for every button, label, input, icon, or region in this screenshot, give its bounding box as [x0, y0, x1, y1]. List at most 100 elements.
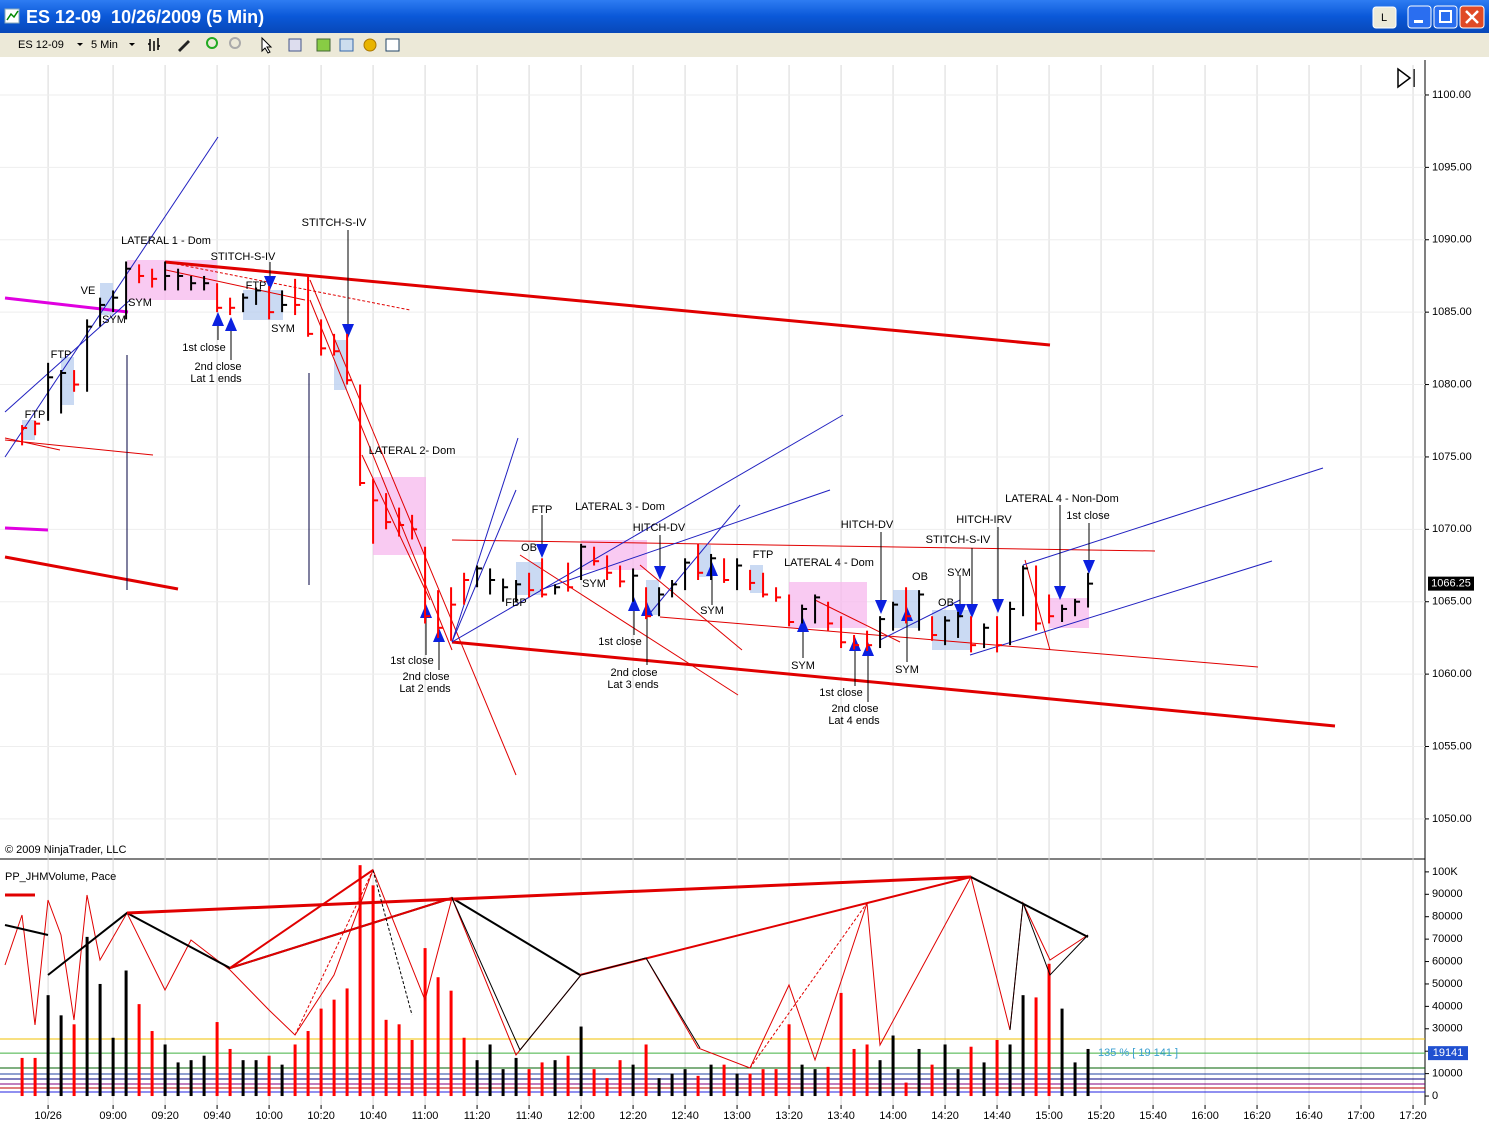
window-title: ES 12-09 10/26/2009 (5 Min)	[26, 7, 264, 27]
annotation: HITCH-DV	[633, 522, 686, 534]
pace-label: 135 % [ 19 141 ]	[1098, 1047, 1178, 1059]
annotation: STITCH-S-IV	[926, 534, 991, 546]
x-tick-label: 14:00	[879, 1110, 907, 1122]
maximize-button[interactable]	[1433, 5, 1458, 29]
last-price-label: 1066.25	[1431, 578, 1471, 590]
channel-line	[451, 437, 519, 643]
trend-line	[814, 599, 901, 643]
pattern-zone	[698, 545, 711, 577]
volume-bar	[761, 1069, 765, 1097]
pace-line	[294, 869, 374, 1036]
x-tick-label: 13:40	[827, 1110, 855, 1122]
pace-line	[372, 869, 413, 1016]
volume-bar	[631, 1064, 635, 1097]
channel-line	[451, 414, 844, 643]
trend-line	[659, 616, 1259, 668]
zoom-in-icon[interactable]	[206, 37, 218, 49]
annotation: STITCH-S-IV	[211, 251, 276, 263]
volume-bar	[657, 1078, 661, 1097]
bar-style-icon[interactable]	[148, 38, 160, 51]
trend-line	[4, 555, 179, 591]
x-tick-label: 10/26	[34, 1110, 62, 1122]
signal-arrow	[1083, 560, 1095, 574]
pace-line	[749, 902, 868, 1069]
y-tick-label: 1090.00	[1432, 234, 1472, 246]
toolbar-icons	[148, 36, 400, 54]
annotation: LATERAL 2- Dom	[369, 445, 456, 457]
annotation: Lat 4 ends	[828, 715, 880, 727]
draw-icon[interactable]	[178, 40, 190, 52]
annotation: SYM	[128, 297, 152, 309]
indicator-icon[interactable]	[339, 38, 354, 52]
x-tick-label: 15:20	[1087, 1110, 1115, 1122]
link-button[interactable]	[1372, 6, 1397, 29]
channel-line	[4, 136, 219, 458]
instrument-selector[interactable]: ES 12-09	[18, 39, 64, 51]
currency-icon[interactable]	[363, 38, 377, 52]
signal-arrow	[628, 597, 640, 611]
volume-bar	[488, 1044, 492, 1097]
volume-bar	[189, 1060, 193, 1097]
channel-line	[451, 489, 517, 643]
volume-bar	[605, 1078, 609, 1097]
channel-line	[969, 560, 1273, 656]
pace-line	[1009, 902, 1089, 1031]
toolbar	[0, 33, 1489, 57]
volume-bar	[267, 1055, 271, 1097]
annotation: SYM	[582, 578, 606, 590]
annotation: FTP	[25, 409, 46, 421]
annotation: 2nd close	[610, 667, 657, 679]
last-price-tag	[1428, 576, 1474, 591]
y-tick-label: 1085.00	[1432, 306, 1472, 318]
volume-bar	[969, 1046, 973, 1097]
volume-bar	[72, 1024, 76, 1097]
y-tick-label: 70000	[1432, 933, 1463, 945]
y-tick-label: 1080.00	[1432, 378, 1472, 390]
volume-bar	[306, 1031, 310, 1097]
volume-bar	[579, 1026, 583, 1097]
signal-arrow	[536, 544, 548, 558]
properties-icon[interactable]	[288, 38, 302, 52]
volume-bar	[1086, 1048, 1090, 1097]
pointer-icon[interactable]	[261, 36, 273, 54]
annotation: OB	[938, 597, 954, 609]
interval-selector[interactable]: 5 Min	[91, 39, 118, 51]
scroll-end-button[interactable]	[1397, 67, 1415, 89]
volume-bar	[527, 1069, 531, 1097]
x-tick-label: 12:40	[671, 1110, 699, 1122]
link-button-label: L	[1381, 12, 1387, 24]
pace-tag-label: 19141	[1433, 1047, 1464, 1059]
volume-bar	[930, 1064, 934, 1097]
volume-bar	[137, 1004, 141, 1097]
volume-bar	[293, 1044, 297, 1097]
trend-line	[451, 640, 1336, 728]
channel-line	[4, 299, 131, 413]
volume-bar	[995, 1039, 999, 1097]
pace-line	[970, 876, 1089, 938]
annotation: 1st close	[598, 636, 641, 648]
volume-bar	[436, 977, 440, 1097]
volume-bar	[800, 1064, 804, 1097]
strategy-icon[interactable]	[316, 38, 331, 52]
x-tick-label: 17:20	[1399, 1110, 1427, 1122]
trend-line	[639, 564, 743, 651]
x-tick-label: 16:00	[1191, 1110, 1219, 1122]
minimize-button[interactable]	[1407, 5, 1432, 29]
volume-bar	[215, 1022, 219, 1097]
indicator-title: PP_JHMVolume, Pace	[5, 871, 116, 883]
volume-bar	[449, 990, 453, 1097]
annotation: LATERAL 3 - Dom	[575, 501, 665, 513]
x-tick-label: 09:40	[203, 1110, 231, 1122]
trend-line	[1024, 559, 1051, 651]
volume-bar	[943, 1044, 947, 1097]
annotation: 2nd close	[194, 361, 241, 373]
x-tick-label: 14:40	[983, 1110, 1011, 1122]
trend-line	[519, 554, 739, 696]
volume-bar	[371, 885, 375, 1097]
x-tick-label: 14:20	[931, 1110, 959, 1122]
zoom-out-icon[interactable]	[229, 37, 241, 49]
signal-arrow	[654, 566, 666, 580]
pattern-zone	[22, 420, 35, 440]
data-box-icon[interactable]	[385, 38, 400, 52]
